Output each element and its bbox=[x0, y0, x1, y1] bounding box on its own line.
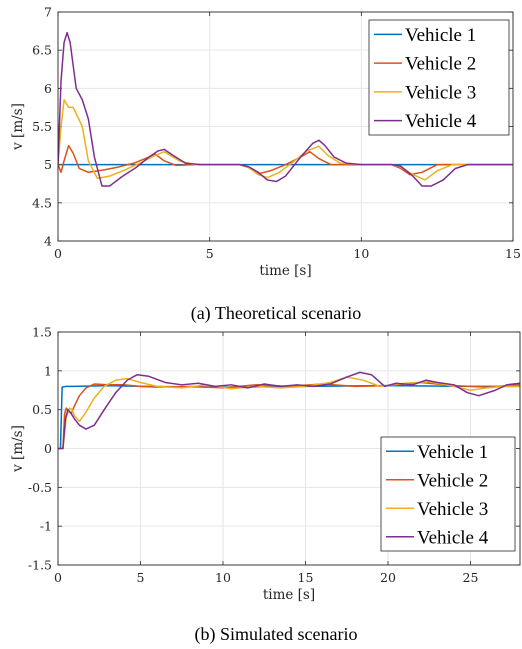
axes-box bbox=[57, 331, 521, 566]
y-tick-label: 7 bbox=[44, 5, 52, 20]
y-tick-label: 1.5 bbox=[32, 325, 52, 340]
legend-label: Vehicle 4 bbox=[417, 527, 489, 548]
legend-box bbox=[380, 436, 516, 552]
legend: Vehicle 1 Vehicle 2 Vehicle 3 Vehicle 4 bbox=[368, 19, 510, 136]
x-tick-label: 15 bbox=[298, 570, 314, 585]
x-tick-label: 5 bbox=[206, 246, 214, 261]
legend-label: Vehicle 2 bbox=[405, 54, 476, 75]
series-line-vehicle-4 bbox=[58, 31, 513, 187]
y-tick-label: 6.5 bbox=[32, 43, 52, 58]
x-tick-label: 25 bbox=[463, 570, 479, 585]
legend-label: Vehicle 3 bbox=[405, 82, 476, 103]
y-tick-label: 5.5 bbox=[32, 119, 52, 134]
legend: Vehicle 1 Vehicle 2 Vehicle 3 Vehicle 4 bbox=[380, 436, 516, 552]
y-tick-label: 0 bbox=[44, 441, 52, 456]
y-tick-label: 0.5 bbox=[32, 402, 52, 417]
y-tick-label: 5 bbox=[44, 157, 52, 172]
series-group bbox=[58, 371, 520, 450]
y-tick-label: -1.5 bbox=[28, 558, 52, 573]
x-tick-label: 15 bbox=[505, 246, 521, 261]
x-axis-label: time [s] bbox=[259, 263, 311, 279]
x-tick-label: 10 bbox=[353, 246, 369, 261]
legend-label: Vehicle 2 bbox=[417, 470, 488, 491]
series-group bbox=[58, 31, 513, 187]
x-tick-label: 10 bbox=[215, 570, 231, 585]
y-axis-label: v [m/s] bbox=[10, 103, 26, 151]
theoretical-scenario-chart: 0 5 10 15 4 4.5 5 5.5 6 6.5 7 time [s] v [m/s] Vehicl… bbox=[10, 5, 521, 280]
x-tick-label: 20 bbox=[380, 570, 396, 585]
y-tick-label: 4 bbox=[44, 234, 52, 249]
legend-box bbox=[368, 19, 510, 136]
theoretical-scenario-caption: (a) Theoretical scenario bbox=[191, 303, 362, 324]
legend-label: Vehicle 4 bbox=[405, 111, 477, 132]
x-axis-label: time [s] bbox=[263, 587, 315, 603]
y-tick-label: -0.5 bbox=[28, 480, 52, 495]
x-tick-label: 0 bbox=[54, 246, 62, 261]
series-line-vehicle-2 bbox=[58, 144, 513, 176]
series-line-vehicle-1 bbox=[58, 384, 520, 450]
legend-label: Vehicle 3 bbox=[417, 499, 488, 520]
x-tick-label: 5 bbox=[137, 570, 145, 585]
y-tick-label: 6 bbox=[44, 81, 52, 96]
axes-box bbox=[57, 11, 514, 242]
y-tick-label: 1 bbox=[44, 363, 52, 378]
y-tick-label: -1 bbox=[40, 519, 52, 534]
y-axis-label: v [m/s] bbox=[10, 425, 26, 473]
series-line-vehicle-4 bbox=[58, 371, 520, 450]
legend-label: Vehicle 1 bbox=[405, 25, 476, 46]
x-tick-label: 0 bbox=[54, 570, 62, 585]
simulated-scenario-chart: 0 5 10 15 20 25 -1.5 -1 -0.5 0 0.5 1 1.5 time [s] v [m… bbox=[10, 325, 521, 603]
legend-label: Vehicle 1 bbox=[417, 442, 488, 463]
simulated-scenario-caption: (b) Simulated scenario bbox=[195, 624, 358, 645]
y-tick-label: 4.5 bbox=[32, 195, 52, 210]
